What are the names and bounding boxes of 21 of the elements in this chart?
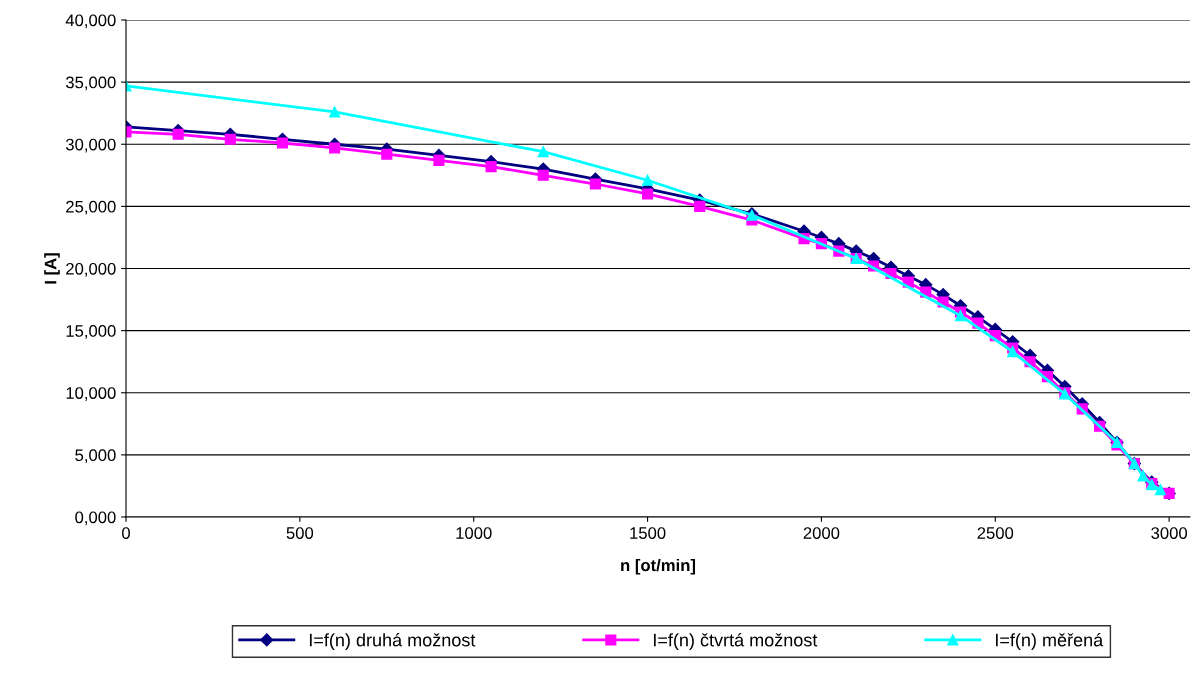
x-tick-label: 2500 bbox=[977, 527, 1014, 539]
y-tick-label: 40,000 bbox=[65, 14, 116, 29]
x-tick-label: 3000 bbox=[1151, 527, 1188, 539]
y-tick-label: 35,000 bbox=[65, 76, 116, 91]
x-tick-label: 2000 bbox=[803, 527, 840, 539]
y-axis-title: I [A] bbox=[44, 253, 60, 284]
y-tick-label: 25,000 bbox=[66, 200, 116, 215]
x-tick-label: 0 bbox=[122, 527, 130, 539]
y-tick-label: 0,000 bbox=[75, 511, 116, 526]
x-axis-title: n [ot/min] bbox=[621, 558, 696, 575]
legend-label: I=f(n) měřená bbox=[995, 632, 1104, 651]
legend-label: I=f(n) čtvrtá možnost bbox=[653, 632, 818, 651]
y-tick-label: 30,000 bbox=[65, 138, 116, 153]
y-tick-label: 15,000 bbox=[66, 325, 116, 339]
x-tick-label: 500 bbox=[286, 527, 314, 539]
y-tick-label: 10,000 bbox=[66, 387, 116, 401]
x-tick-label: 1500 bbox=[630, 527, 666, 539]
y-tick-label: 20,000 bbox=[66, 262, 116, 277]
y-tick-label: 5,000 bbox=[75, 449, 116, 464]
legend-label: I=f(n) druhá možnost bbox=[309, 632, 476, 651]
x-tick-label: 1000 bbox=[456, 527, 492, 539]
